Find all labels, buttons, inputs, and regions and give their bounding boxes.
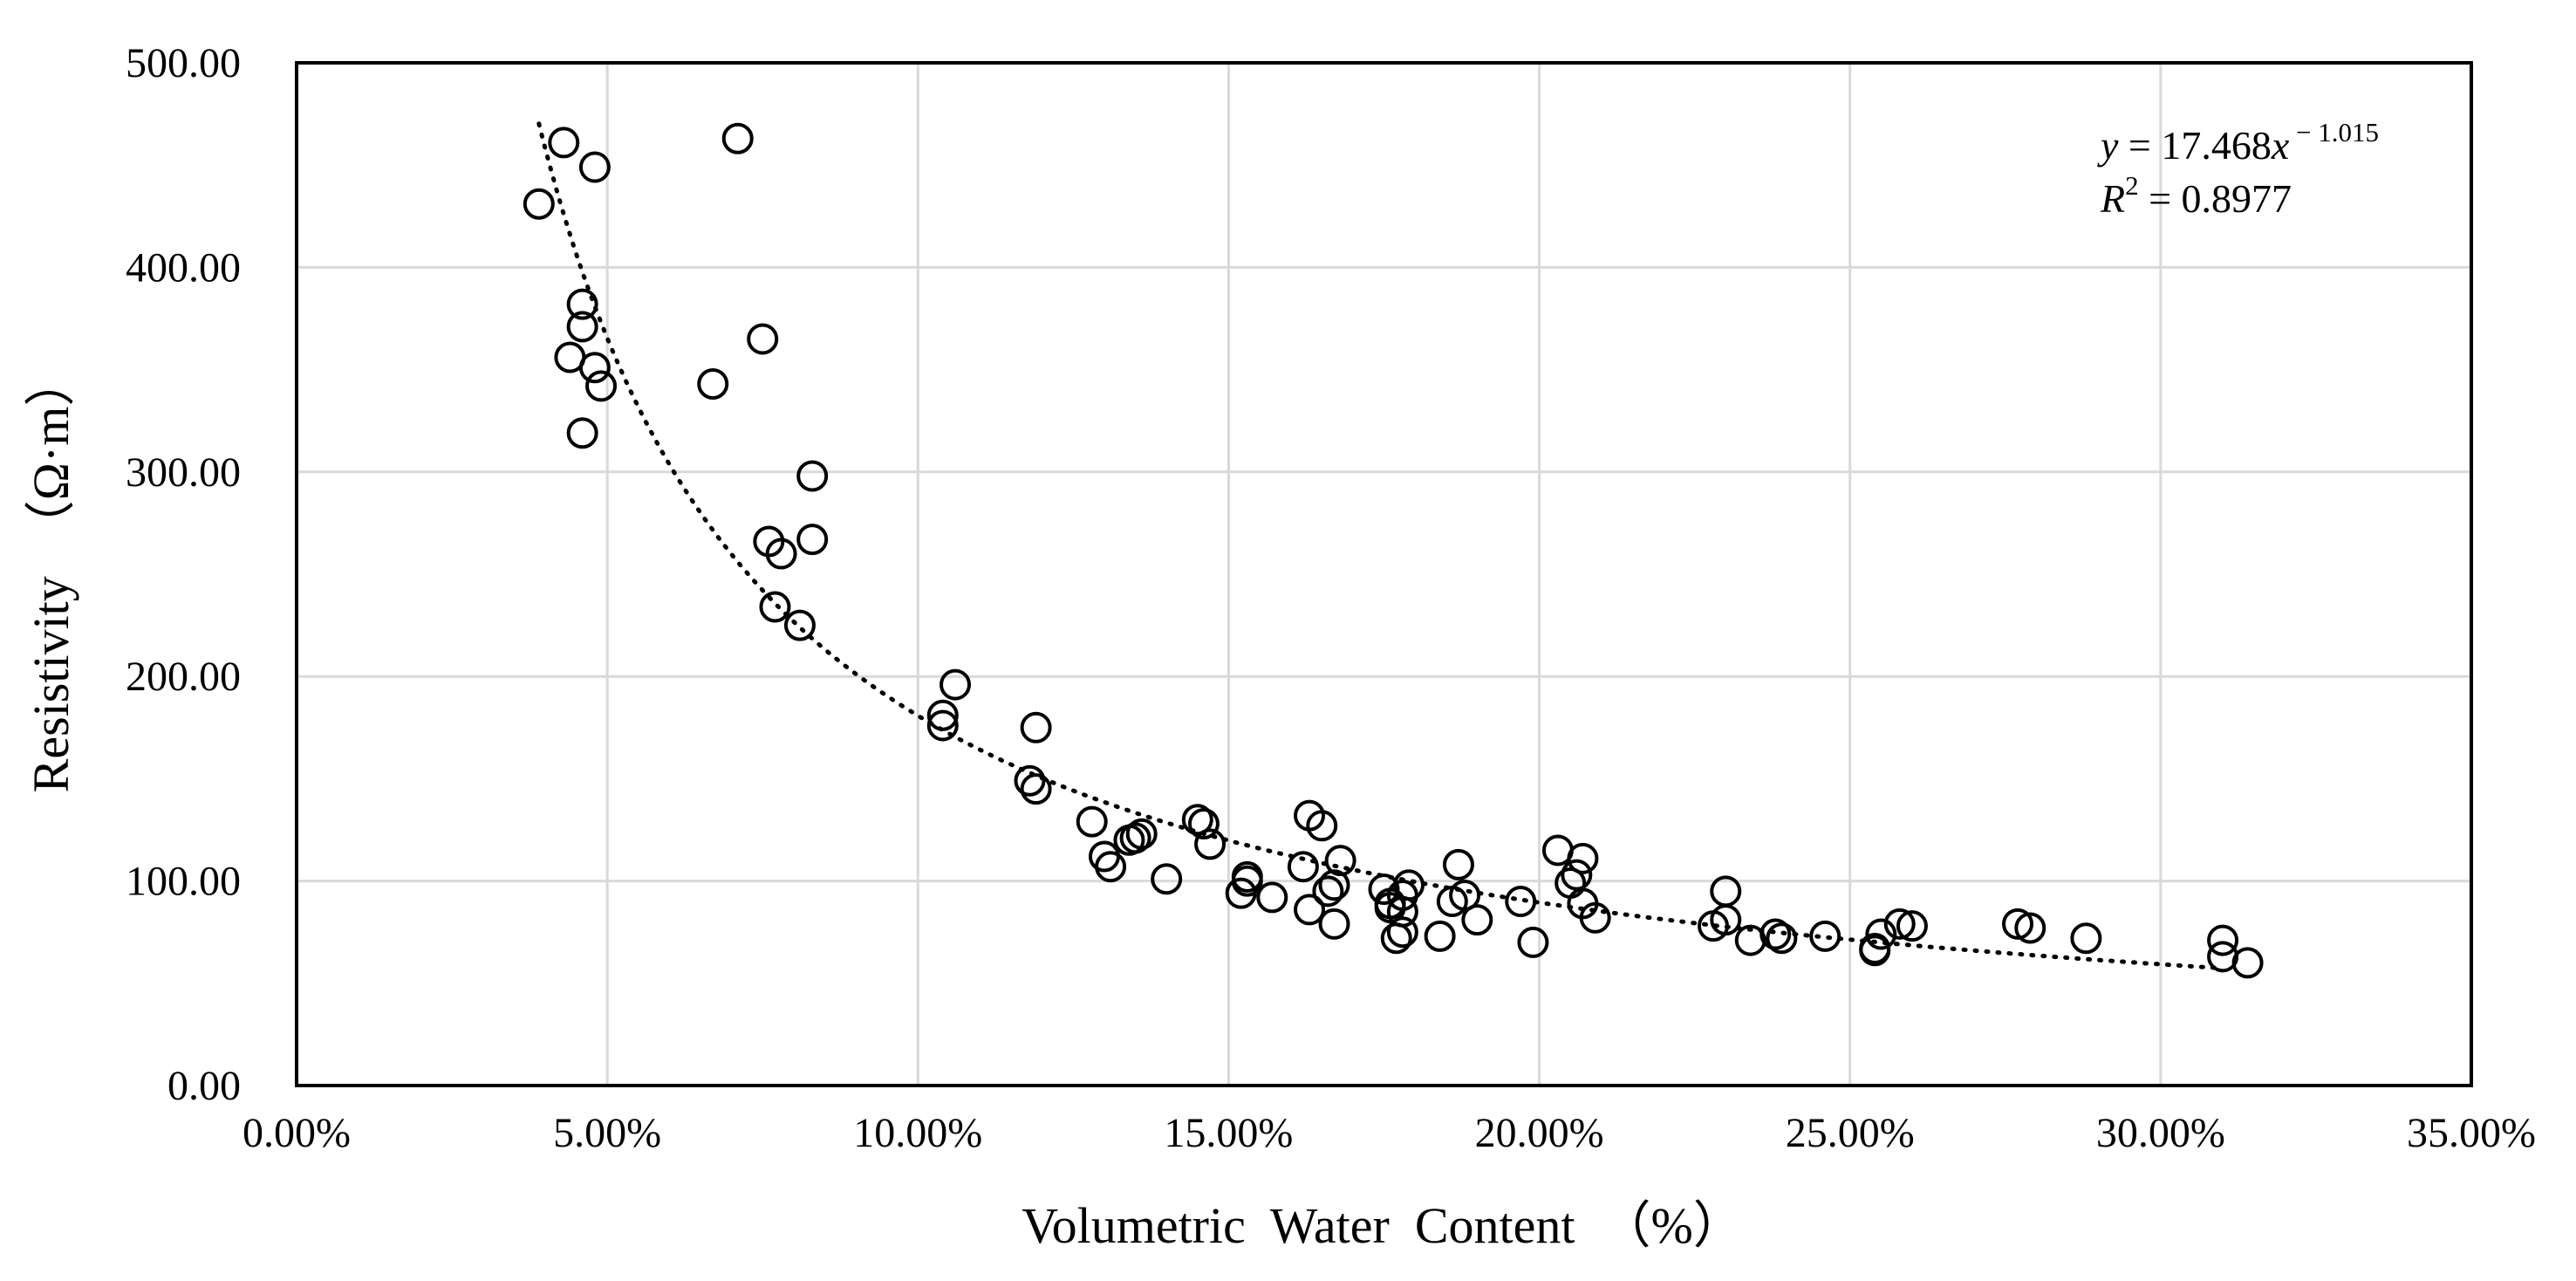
x-tick-label: 0.00% <box>243 1110 351 1156</box>
data-point <box>1567 842 1599 874</box>
x-axis-title: Volumetric Water Content （%） <box>1022 1197 1744 1254</box>
equation-x-variable: x <box>2271 123 2290 168</box>
data-point <box>1318 908 1350 940</box>
x-tick-label: 25.00% <box>1786 1110 1915 1156</box>
r-squared-value: = 0.8977 <box>2139 176 2292 221</box>
data-point <box>747 323 779 355</box>
data-point <box>1020 773 1052 805</box>
data-point <box>1287 851 1319 883</box>
x-tick-label: 30.00% <box>2096 1110 2225 1156</box>
data-point <box>1561 859 1593 891</box>
data-point <box>1119 822 1151 854</box>
data-point <box>1461 904 1493 936</box>
r-squared-label: R2 = 0.8977 <box>2100 170 2292 221</box>
r-squared-superscript: 2 <box>2125 170 2139 201</box>
data-point <box>1809 920 1841 952</box>
x-tick-label: 10.00% <box>853 1110 982 1156</box>
y-axis-title: Resistivity （Ω·m） <box>23 356 79 793</box>
tick-labels: 0.00% 5.00% 10.00% 15.00% 20.00% 25.00% 30.00%… <box>126 40 2536 1156</box>
data-point <box>523 188 555 220</box>
data-point <box>578 151 611 183</box>
data-point <box>1766 922 1798 955</box>
data-point <box>2014 912 2046 944</box>
data-point <box>1324 845 1356 877</box>
data-point <box>1883 908 1916 940</box>
data-point <box>1449 880 1481 912</box>
data-point <box>940 668 972 701</box>
data-point <box>1076 805 1108 838</box>
data-point <box>1095 851 1127 883</box>
data-point <box>2231 947 2264 979</box>
data-point <box>1312 875 1344 908</box>
plot-area-frame <box>295 61 2473 1087</box>
data-point <box>566 311 598 343</box>
data-point <box>566 288 598 320</box>
data-point <box>1187 807 1220 839</box>
data-point <box>759 591 791 623</box>
data-point <box>1896 910 1928 942</box>
data-point <box>1151 863 1183 895</box>
data-point <box>1181 804 1213 836</box>
x-tick-label: 35.00% <box>2407 1110 2536 1156</box>
data-point <box>1392 869 1425 901</box>
data-point <box>585 370 618 402</box>
data-point <box>1194 828 1227 860</box>
data-point <box>578 352 611 384</box>
data-point <box>796 524 829 556</box>
equation-exponent: − 1.015 <box>2289 117 2379 147</box>
data-point <box>1710 875 1742 908</box>
equation-coefficient: = 17.468 <box>2118 123 2271 168</box>
x-tick-label: 20.00% <box>1475 1110 1604 1156</box>
data-point <box>926 699 959 731</box>
data-point <box>1014 764 1046 797</box>
data-point <box>697 368 729 401</box>
y-tick-label: 300.00 <box>126 449 241 496</box>
data-point <box>1517 926 1549 958</box>
y-tick-label: 200.00 <box>126 654 241 700</box>
data-point <box>1442 848 1474 880</box>
data-point <box>1505 886 1537 918</box>
data-point <box>796 460 829 492</box>
r-squared-variable: R <box>2100 176 2125 221</box>
data-point <box>1865 918 1897 950</box>
x-tick-label: 5.00% <box>553 1110 661 1156</box>
data-point <box>1294 894 1326 926</box>
data-point <box>783 609 816 641</box>
y-tick-label: 400.00 <box>126 244 241 291</box>
gridlines <box>297 63 2471 1086</box>
data-point <box>1306 810 1338 842</box>
data-point <box>548 127 580 159</box>
data-point <box>1859 935 1891 967</box>
data-point <box>1759 918 1792 950</box>
data-points <box>523 122 2264 979</box>
x-tick-label: 15.00% <box>1164 1110 1293 1156</box>
data-point <box>721 122 754 154</box>
data-point <box>2002 908 2034 940</box>
data-point <box>926 709 959 742</box>
trendline-equation: y = 17.468x − 1.015 <box>2097 117 2379 168</box>
data-point <box>1231 860 1263 893</box>
y-tick-label: 0.00 <box>167 1063 241 1109</box>
data-point <box>1579 901 1611 934</box>
equation-y-variable: y <box>2097 123 2119 168</box>
data-point <box>2207 924 2239 956</box>
y-tick-label: 100.00 <box>126 859 241 905</box>
data-point <box>1368 873 1400 905</box>
data-point <box>566 417 598 449</box>
data-point <box>1386 916 1418 949</box>
y-tick-label: 500.00 <box>126 40 241 86</box>
data-point <box>1424 920 1456 952</box>
data-point <box>1020 711 1052 743</box>
data-point <box>1256 881 1288 914</box>
data-point <box>1125 818 1158 850</box>
data-point <box>2070 922 2102 955</box>
data-point <box>765 538 797 570</box>
